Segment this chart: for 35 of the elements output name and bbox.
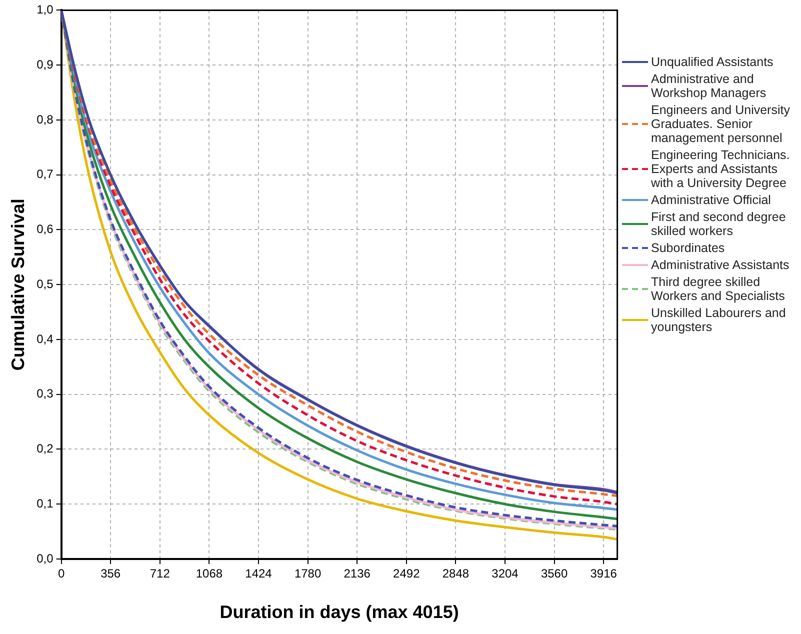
x-tick-label: 1424 [245,566,272,581]
x-tick-label: 0 [58,566,65,581]
x-tick-label: 3560 [540,566,568,581]
legend-label: Administrative Official [651,193,771,207]
y-tick-label: 0,4 [36,332,54,346]
legend-label: Third degree skilled Workers and Specialists [651,275,786,303]
y-tick-label: 0,2 [36,442,54,456]
y-tick-label: 0,6 [36,222,54,236]
legend-label: Subordinates [651,241,725,255]
y-tick-label: 0,0 [36,551,54,566]
legend-label: Engineers and University Graduates. Senior management personnel [651,103,791,145]
legend-label: First and second degree skilled workers [651,210,787,238]
legend-label: Administrative and Workshop Managers [651,72,768,100]
x-tick-label: 3916 [590,566,618,581]
x-axis-title: Duration in days (max 4015) [220,602,459,622]
y-tick-label: 0,5 [36,276,54,291]
x-tick-label: 3204 [492,566,519,581]
x-tick-label: 356 [100,566,121,581]
y-tick-label: 0,8 [36,112,54,126]
x-tick-label: 1780 [294,566,322,581]
y-tick-label: 0,7 [36,167,54,182]
legend-label: Engineering Technicians. Experts and Assistants with a University Degree [651,148,791,190]
y-tick-label: 0,9 [36,57,54,72]
x-tick-label: 1068 [196,566,223,581]
y-axis-title: Cumulative Survival [8,198,28,371]
x-tick-label: 712 [150,566,170,581]
legend-label: Administrative Assistants [651,258,790,272]
x-tick-label: 2136 [344,566,371,581]
y-tick-label: 0,3 [36,386,54,401]
y-tick-label: 1,0 [36,2,54,17]
y-tick-label: 0,1 [36,496,54,510]
x-tick-label: 2848 [442,566,470,581]
legend-label: Unqualified Assistants [651,55,774,69]
x-tick-label: 2492 [393,566,420,581]
legend-label: Unskilled Labourers and youngsters [651,306,787,334]
